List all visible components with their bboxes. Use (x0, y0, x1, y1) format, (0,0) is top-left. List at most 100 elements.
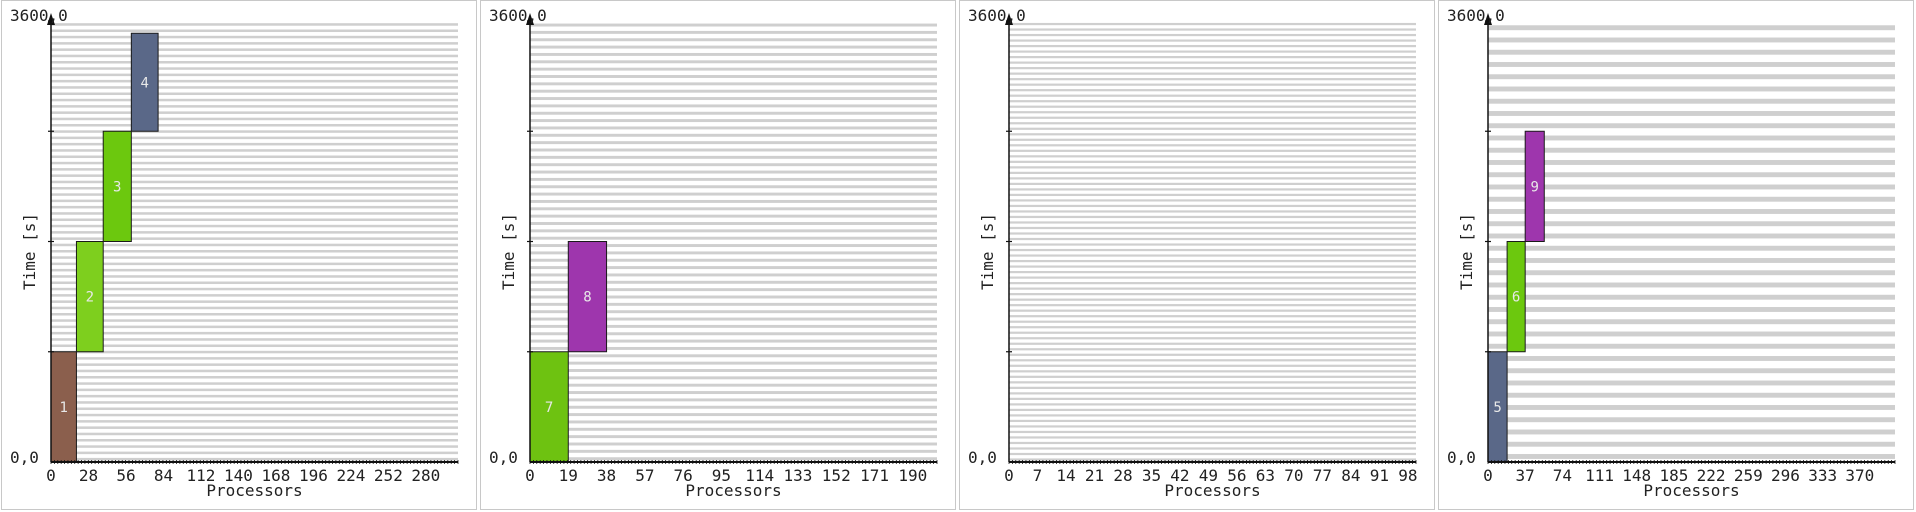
grid-stripe (1009, 430, 1416, 434)
grid-stripe (1488, 429, 1895, 435)
x-tick-label: 114 (745, 466, 774, 485)
grid-stripe (1488, 209, 1895, 214)
grid-stripe (530, 457, 937, 461)
grid-stripe (1488, 74, 1895, 80)
x-tick-label: 28 (1113, 466, 1132, 485)
grid-stripe (1009, 232, 1416, 235)
grid-stripe (1009, 348, 1416, 351)
grid-stripe (51, 212, 458, 215)
grid-stripe (1488, 307, 1895, 312)
x-tick-label: 185 (1659, 466, 1688, 485)
grid-stripe (1009, 259, 1416, 263)
grid-stripe (51, 187, 458, 190)
grid-stripe (530, 185, 937, 189)
x-tick-label: 84 (154, 466, 173, 485)
x-tick-label: 70 (1284, 466, 1303, 485)
job-label: 5 (1493, 400, 1501, 416)
grid-stripe (1009, 397, 1416, 400)
grid-stripe (530, 361, 937, 365)
grid-stripe (530, 155, 937, 159)
grid-stripe (51, 369, 458, 373)
grid-stripe (51, 61, 458, 64)
grid-stripe (51, 243, 458, 247)
grid-stripe (1488, 221, 1895, 227)
y-top-label: 3600,0 (968, 6, 1026, 25)
grid-stripe (530, 369, 937, 372)
grid-stripe (530, 60, 937, 64)
grid-stripe (51, 130, 458, 133)
x-tick-label: 19 (559, 466, 578, 485)
grid-stripe (51, 313, 458, 316)
grid-stripe (530, 214, 937, 218)
grid-stripe (1009, 50, 1416, 53)
grid-stripe (530, 67, 937, 71)
grid-stripe (51, 401, 458, 404)
grid-stripe (51, 256, 458, 259)
grid-stripe (1488, 343, 1895, 349)
grid-stripes (51, 23, 458, 461)
grid-stripe (1009, 320, 1416, 323)
x-tick-label: 56 (1227, 466, 1246, 485)
grid-stripe (1488, 123, 1895, 129)
x-tick-label: 168 (261, 466, 290, 485)
gantt-chart-3: 0 7 14 21 28 35 42 49 56 63 70 77 84 91 98 Processors Ti… (968, 6, 1417, 500)
job-bar (50, 351, 77, 463)
grid-stripe (1009, 304, 1416, 307)
grid-stripe (1009, 177, 1416, 180)
job-bar (1524, 130, 1545, 242)
x-tick-label: 196 (299, 466, 328, 485)
job-bar (1506, 241, 1526, 353)
grid-stripe (51, 457, 458, 461)
grid-stripe (51, 407, 458, 411)
grid-stripe (530, 177, 937, 181)
job-label: 2 (86, 290, 94, 306)
chart-panel-3: 0 7 14 21 28 35 42 49 56 63 70 77 84 91 98 Processors Ti… (959, 0, 1435, 510)
grid-stripe (1009, 436, 1416, 439)
grid-stripe (1009, 122, 1416, 125)
grid-stripe (530, 332, 937, 336)
grid-stripe (1009, 419, 1416, 423)
x-tick-label: 133 (784, 466, 813, 485)
grid-stripe (1009, 83, 1416, 86)
grid-stripe (51, 350, 458, 354)
x-tick-label: 91 (1370, 466, 1389, 485)
grid-stripe (51, 205, 458, 209)
y-axis-arrow (47, 13, 55, 25)
grid-stripe (51, 193, 458, 196)
grid-stripe (1488, 282, 1895, 288)
grid-stripe (51, 376, 458, 379)
grid-stripe (1009, 337, 1416, 340)
grid-stripe (530, 170, 937, 174)
grid-stripe (530, 295, 937, 299)
grid-stripe (1009, 452, 1416, 456)
grid-stripe (1009, 458, 1416, 461)
x-tick-label: 152 (822, 466, 851, 485)
grid-stripe (1009, 248, 1416, 252)
x-tick-label: 112 (186, 466, 215, 485)
grid-stripe (1009, 293, 1416, 296)
grid-stripe (530, 398, 937, 402)
grid-stripe (1009, 326, 1416, 329)
grid-stripe (51, 231, 458, 234)
x-tick-label: 57 (635, 466, 654, 485)
grid-stripe (1009, 342, 1416, 345)
grid-stripe (51, 124, 458, 127)
grid-stripe (51, 174, 458, 177)
grid-stripe (51, 268, 458, 272)
y-axis-arrow (1484, 13, 1492, 25)
grid-stripe (51, 250, 458, 253)
grid-stripe (1488, 454, 1895, 459)
grid-stripe (530, 236, 937, 240)
grid-stripe (1009, 370, 1416, 373)
grid-stripe (1488, 196, 1895, 202)
grid-stripe (1009, 414, 1416, 417)
grid-stripe (51, 281, 458, 285)
grid-stripe (51, 180, 458, 184)
x-axis-label: Processors (1164, 481, 1260, 500)
grid-stripe (1009, 237, 1416, 241)
grid-stripe (1009, 89, 1416, 92)
x-tick-label: 0 (525, 466, 535, 485)
grid-stripe (530, 52, 937, 56)
grid-stripe (1009, 287, 1416, 290)
grid-stripe (1488, 98, 1895, 104)
